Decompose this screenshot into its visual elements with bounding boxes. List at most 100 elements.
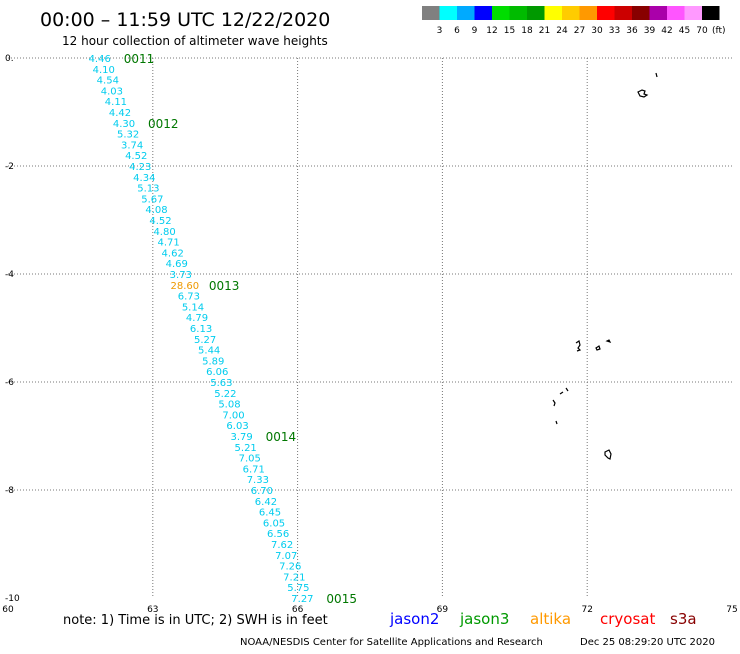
swh-value-label: 4.23 [129, 162, 151, 173]
coastline-path [595, 345, 601, 351]
swh-value-label: 5.75 [287, 583, 309, 594]
swh-value-label: 5.21 [235, 443, 257, 454]
chart-title: 00:00 – 11:59 UTC 12/22/2020 [40, 9, 330, 31]
coastline-path [555, 420, 558, 425]
footer-credit: NOAA/NESDIS Center for Satellite Applica… [240, 637, 543, 648]
swh-value-label: 6.45 [259, 508, 281, 519]
colorbar-swatch [649, 6, 667, 20]
colorbar-legend: 3 6 9 12 15 18 21 24 27 30 33 36 39 42 45 70 (ft) [422, 6, 726, 36]
coastline-path [565, 387, 569, 392]
coastline-path [604, 449, 612, 460]
swh-value-label: 5.67 [141, 194, 163, 205]
colorbar-swatch [632, 6, 650, 20]
swh-value-label: 7.27 [291, 594, 313, 605]
footer-timestamp: Dec 25 08:29:20 UTC 2020 [580, 637, 715, 648]
swh-value-label: 6.42 [255, 497, 277, 508]
x-tick-label: 66 [292, 605, 304, 615]
swh-value-label: 6.05 [263, 518, 285, 529]
swh-value-label: 4.30 [113, 119, 135, 130]
time-labels: 0011 0012 0013 0014 0015 [124, 52, 357, 606]
colorbar-swatch [667, 6, 685, 20]
swh-value-label: 5.22 [214, 389, 236, 400]
satellite-legend: jason2 jason3 altika cryosat s3a [389, 610, 697, 628]
colorbar-label: 18 [521, 26, 533, 36]
axes: 60 63 66 69 72 75 0. -2 -4 -6 -8 -10 [2, 54, 737, 615]
satellite-legend-s3a: s3a [670, 610, 697, 628]
swh-value-label: 7.26 [279, 562, 301, 573]
colorbar-label: 6 [454, 26, 460, 36]
swh-value-label: 4.11 [105, 97, 127, 108]
swh-value-label: 4.34 [133, 173, 155, 184]
swh-value-label: 4.62 [162, 248, 184, 259]
time-label: 0012 [148, 117, 179, 131]
swh-value-label: 7.21 [283, 572, 305, 583]
swh-value-label: 5.14 [182, 302, 204, 313]
coastline-path [637, 89, 649, 98]
x-tick-label: 69 [437, 605, 449, 615]
swh-value-label: 6.73 [178, 292, 200, 303]
colorbar-swatch [544, 6, 562, 20]
colorbar-swatch [422, 6, 440, 20]
satellite-legend-cryosat: cryosat [600, 610, 655, 628]
colorbar-label: 42 [661, 26, 672, 36]
swh-value-label: 4.54 [97, 76, 119, 87]
time-label: 0015 [326, 592, 357, 606]
swh-value-label: 4.03 [101, 86, 123, 97]
y-tick-label: -2 [5, 162, 14, 172]
coastlines [552, 72, 658, 460]
y-tick-label: -10 [5, 594, 20, 604]
swh-marks: 4.464.104.544.034.114.424.305.323.744.52… [89, 54, 314, 605]
swh-value-label: 4.79 [186, 313, 208, 324]
swh-value-label: 6.70 [251, 486, 273, 497]
swh-value-label: 7.05 [239, 454, 261, 465]
swh-value-label: 6.71 [243, 464, 265, 475]
swh-value-label: 6.03 [226, 421, 248, 432]
swh-value-label: 5.63 [210, 378, 232, 389]
swh-value-label: 5.32 [117, 130, 139, 141]
swh-value-label: 6.56 [267, 529, 289, 540]
swh-value-label: 4.46 [89, 54, 111, 65]
swh-value-label: 4.69 [166, 259, 188, 270]
colorbar-swatch [457, 6, 475, 20]
colorbar-swatch [509, 6, 527, 20]
colorbar-swatch [562, 6, 580, 20]
x-tick-label: 63 [147, 605, 158, 615]
colorbar-label: 30 [591, 26, 603, 36]
chart-subtitle: 12 hour collection of altimeter wave hei… [62, 34, 328, 48]
swh-value-label: 3.74 [121, 140, 143, 151]
time-label: 0011 [124, 52, 155, 66]
y-tick-label: 0. [5, 54, 14, 64]
colorbar-swatch [684, 6, 702, 20]
x-tick-label: 60 [2, 605, 14, 615]
coastline-path [575, 340, 582, 352]
swh-value-label: 4.10 [93, 65, 115, 76]
colorbar-swatch [579, 6, 597, 20]
swh-value-label: 6.06 [206, 367, 228, 378]
swh-value-label: 4.08 [145, 205, 167, 216]
swh-value-label: 7.33 [247, 475, 269, 486]
coastline-path [559, 391, 564, 395]
y-tick-label: -4 [5, 270, 14, 280]
colorbar-label: 27 [574, 26, 585, 36]
colorbar-label: 21 [539, 26, 550, 36]
swh-value-label: 7.62 [271, 540, 293, 551]
swh-value-label: 4.80 [153, 227, 175, 238]
y-tick-label: -6 [5, 378, 14, 388]
colorbar-label: 45 [679, 26, 690, 36]
swh-value-label: 7.00 [222, 410, 244, 421]
colorbar-label: 3 [437, 26, 443, 36]
swh-value-label: 4.52 [149, 216, 171, 227]
swh-value-label: 5.89 [202, 356, 224, 367]
swh-value-label: 5.27 [194, 335, 216, 346]
time-label: 0014 [266, 430, 297, 444]
colorbar-swatch [527, 6, 545, 20]
colorbar-swatch [492, 6, 510, 20]
colorbar-swatch [702, 6, 720, 20]
colorbar-label: 9 [472, 26, 478, 36]
swh-value-label: 4.52 [125, 151, 147, 162]
satellite-legend-jason2: jason2 [389, 610, 439, 628]
swh-value-label: 6.13 [190, 324, 212, 335]
swh-value-label: 3.79 [230, 432, 252, 443]
colorbar-unit: (ft) [712, 26, 726, 36]
